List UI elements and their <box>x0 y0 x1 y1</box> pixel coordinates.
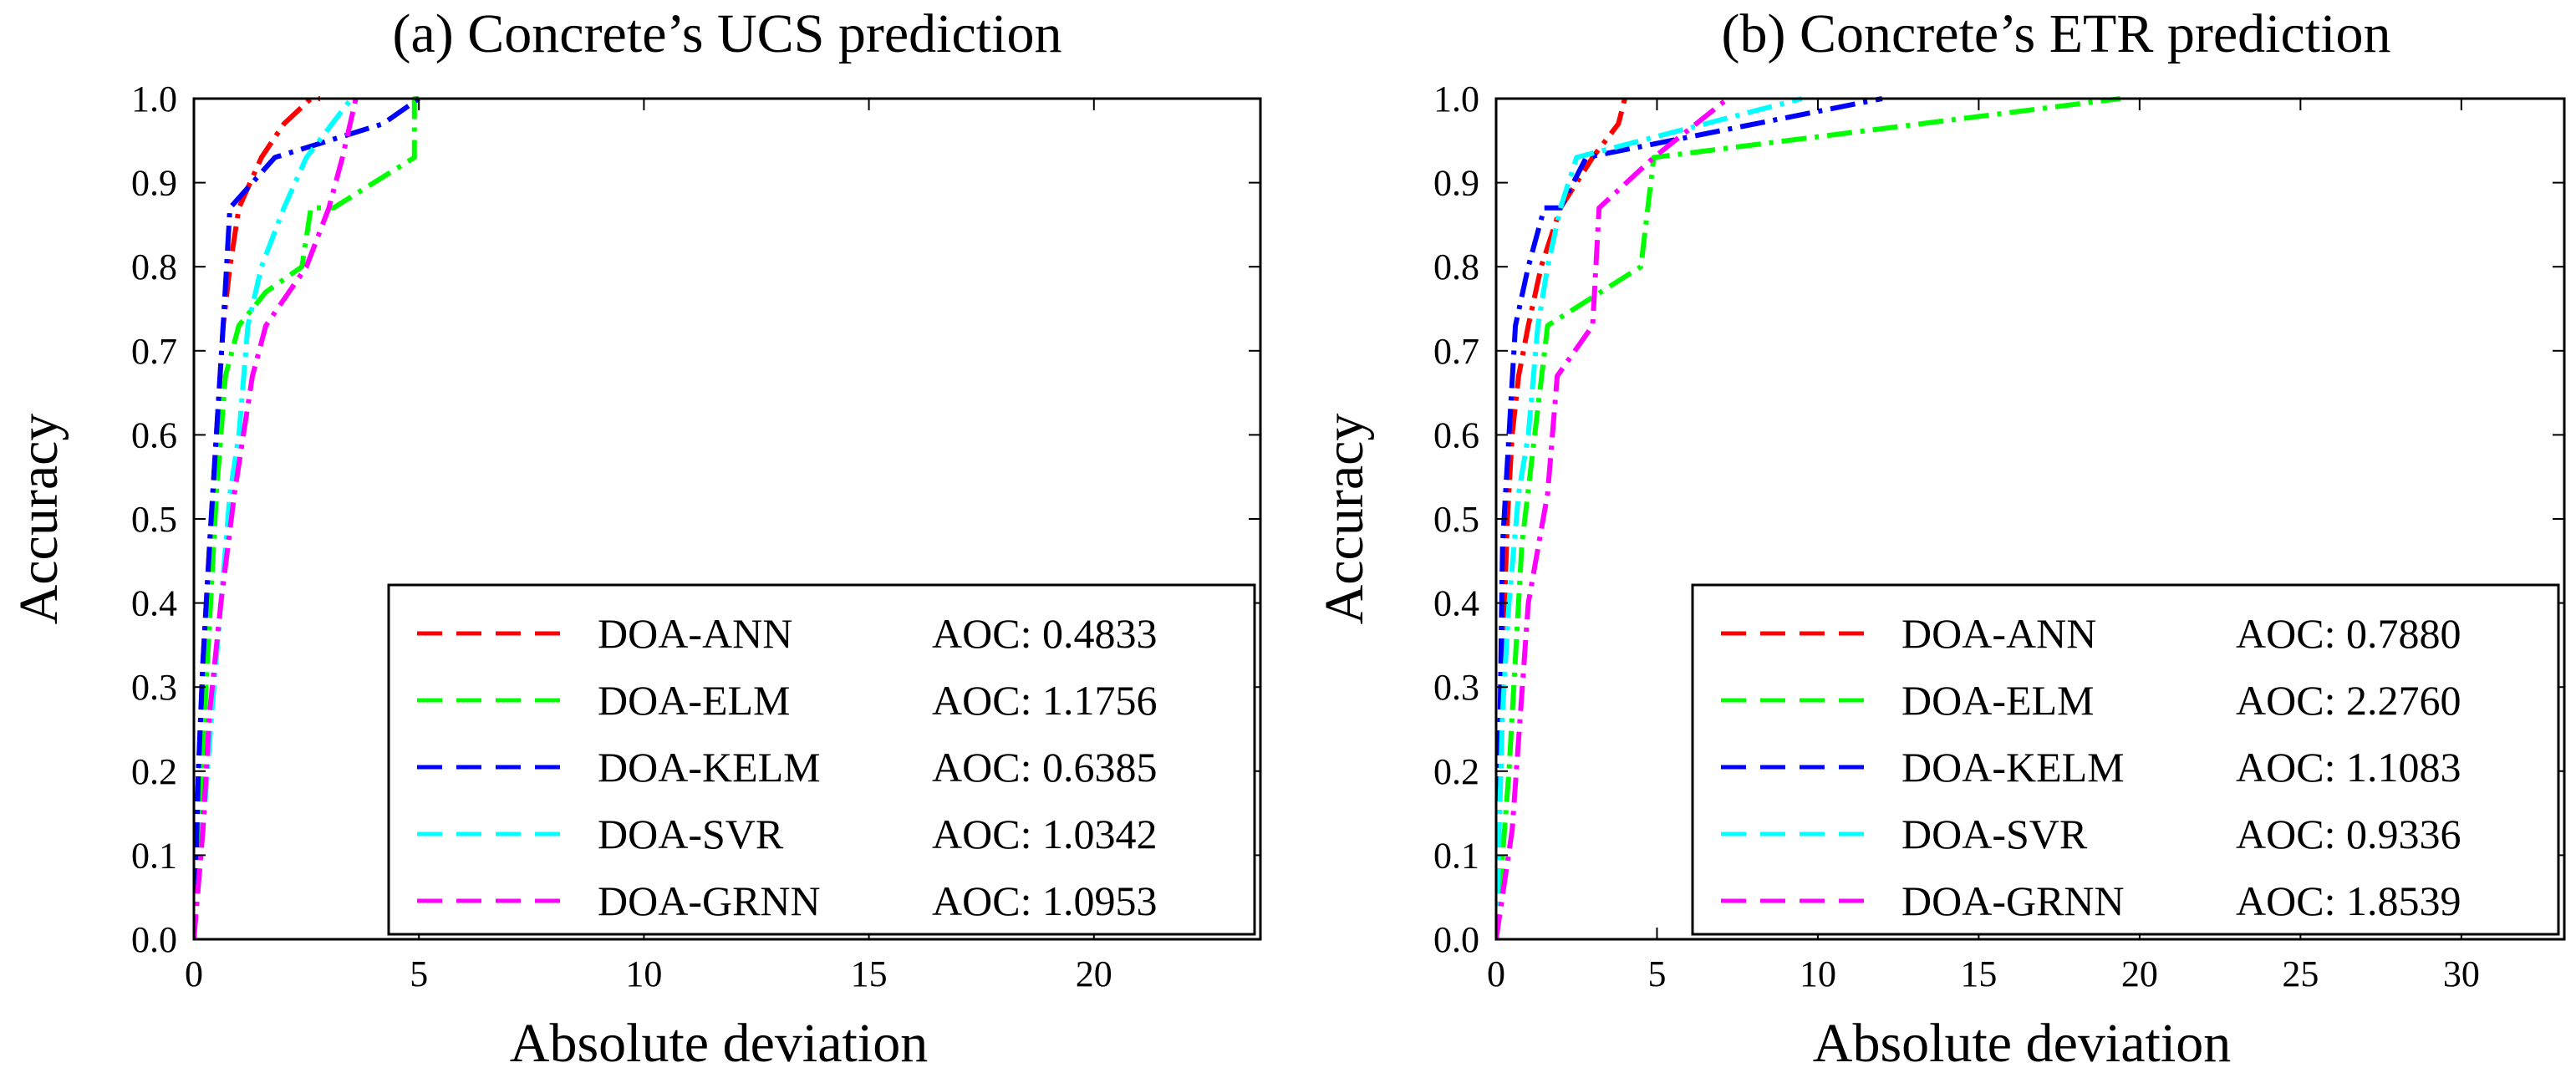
legend-aoc-doa-kelm: AOC: 0.6385 <box>932 744 1157 791</box>
y-tick-label: 0.7 <box>1433 331 1479 372</box>
legend-aoc-doa-svr: AOC: 0.9336 <box>2236 811 2461 857</box>
legend-label-doa-grnn: DOA-GRNN <box>598 877 821 924</box>
chart-title: (b) Concrete’s ETR prediction <box>1722 3 2391 64</box>
legend-aoc-doa-grnn: AOC: 1.0953 <box>932 877 1157 924</box>
legend-label-doa-svr: DOA-SVR <box>598 811 784 857</box>
legend: DOA-ANN AOC: 0.4833 DOA-ELM AOC: 1.1756 DOA-… <box>387 583 1256 936</box>
y-tick-label: 0.3 <box>1433 667 1479 708</box>
y-tick-label: 0.2 <box>1433 751 1479 792</box>
x-tick-label: 15 <box>1960 953 1997 994</box>
legend-aoc-doa-elm: AOC: 2.2760 <box>2236 677 2461 724</box>
legend-box <box>387 583 1256 936</box>
legend-aoc-doa-svr: AOC: 1.0342 <box>932 811 1157 857</box>
x-tick-label: 20 <box>2121 953 2158 994</box>
y-tick-label: 0.1 <box>131 835 177 876</box>
series-line-doa-ann <box>1496 98 1627 939</box>
y-tick-label: 0.4 <box>131 583 177 624</box>
legend-label-doa-grnn: DOA-GRNN <box>1901 877 2125 924</box>
x-tick-label: 0 <box>1487 953 1505 994</box>
legend: DOA-ANN AOC: 0.7880 DOA-ELM AOC: 2.2760 DOA-… <box>1691 583 2560 936</box>
y-tick-label: 0.9 <box>131 163 177 204</box>
y-tick-label: 0.8 <box>131 247 177 287</box>
y-tick-label: 0.3 <box>131 667 177 708</box>
y-axis-label: Accuracy <box>8 414 69 625</box>
legend-label-doa-svr: DOA-SVR <box>1901 811 2088 857</box>
y-axis-label: Accuracy <box>1314 414 1375 625</box>
legend-label-doa-ann: DOA-ANN <box>1901 610 2096 657</box>
legend-label-doa-elm: DOA-ELM <box>1901 677 2095 724</box>
series-line-doa-svr <box>1496 96 1803 939</box>
y-tick-label: 0.7 <box>131 331 177 372</box>
y-tick-label: 0.1 <box>1433 835 1479 876</box>
chart-panel-ucs: (a) Concrete’s UCS prediction 0 5 10 15 20 0.0… <box>8 3 1262 1074</box>
x-tick-label: 25 <box>2282 953 2319 994</box>
y-tick-label: 0.9 <box>1433 163 1479 204</box>
x-tick-label: 0 <box>185 953 203 994</box>
chart-title: (a) Concrete’s UCS prediction <box>393 3 1062 64</box>
y-tick-label: 0.4 <box>1433 583 1479 624</box>
legend-aoc-doa-ann: AOC: 0.7880 <box>2236 610 2461 657</box>
y-tick-label: 0.6 <box>1433 414 1479 455</box>
legend-aoc-doa-kelm: AOC: 1.1083 <box>2236 744 2461 791</box>
legend-label-doa-elm: DOA-ELM <box>598 677 791 724</box>
y-tick-label: 1.0 <box>131 79 177 119</box>
y-tick-label: 0.5 <box>131 499 177 540</box>
legend-aoc-doa-elm: AOC: 1.1756 <box>932 677 1157 724</box>
x-tick-label: 5 <box>1647 953 1666 994</box>
y-tick-label: 0.2 <box>131 751 177 792</box>
x-tick-label: 10 <box>1800 953 1836 994</box>
x-tick-label: 30 <box>2443 953 2480 994</box>
series-group <box>1496 96 2121 939</box>
x-axis-label: Absolute deviation <box>510 1013 928 1074</box>
y-tick-label: 0.5 <box>1433 499 1479 540</box>
series-group <box>194 96 420 939</box>
y-tick-label: 0.6 <box>131 414 177 455</box>
y-tick-label: 0.0 <box>131 919 177 960</box>
chart-panel-etr: (b) Concrete’s ETR prediction 0 5 10 15 20 25 3… <box>1314 3 2566 1074</box>
legend-box <box>1691 583 2560 936</box>
x-tick-label: 10 <box>625 953 662 994</box>
legend-label-doa-ann: DOA-ANN <box>598 610 792 657</box>
y-tick-label: 1.0 <box>1433 79 1479 119</box>
x-tick-label: 20 <box>1076 953 1112 994</box>
series-line-doa-kelm <box>1496 96 1883 939</box>
x-tick-label: 15 <box>851 953 888 994</box>
y-tick-label: 0.0 <box>1433 919 1479 960</box>
series-line-doa-grnn <box>1496 96 1730 939</box>
series-line-doa-elm <box>1496 96 2121 939</box>
series-line-doa-grnn <box>194 98 359 939</box>
y-tick-label: 0.8 <box>1433 247 1479 287</box>
series-line-doa-elm <box>194 96 420 939</box>
x-axis-label: Absolute deviation <box>1813 1013 2231 1074</box>
legend-label-doa-kelm: DOA-KELM <box>598 744 821 791</box>
x-tick-label: 5 <box>410 953 428 994</box>
legend-label-doa-kelm: DOA-KELM <box>1901 744 2125 791</box>
legend-aoc-doa-grnn: AOC: 1.8539 <box>2236 877 2461 924</box>
legend-aoc-doa-ann: AOC: 0.4833 <box>932 610 1157 657</box>
